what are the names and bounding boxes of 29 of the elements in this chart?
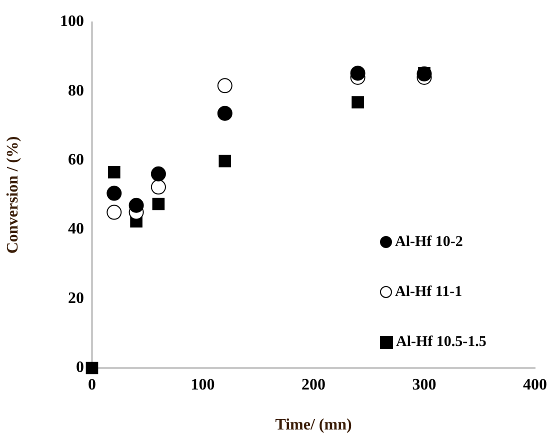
y-tick-label: 100	[60, 13, 84, 30]
x-axis-title: Time/ (mn)	[275, 416, 352, 434]
y-tick-label: 40	[68, 220, 84, 238]
legend-label: Al-Hf 10-2	[395, 234, 463, 250]
point	[150, 180, 166, 195]
point	[150, 166, 166, 182]
point	[128, 198, 144, 213]
y-tick-label: 80	[68, 82, 84, 100]
point	[106, 204, 122, 220]
point	[106, 186, 122, 201]
point	[218, 154, 232, 168]
legend-label: Al-Hf 10.5-1.5	[396, 334, 486, 350]
x-tick-label: 100	[190, 376, 215, 394]
point	[352, 96, 364, 108]
point	[152, 198, 165, 210]
point	[108, 166, 120, 178]
x-tick-label: 400	[523, 376, 547, 394]
x-tick-label: 300	[412, 376, 436, 394]
point	[217, 106, 232, 121]
y-tick-label: 0	[76, 359, 84, 376]
point	[86, 362, 98, 374]
legend-label: Al-Hf 11-1	[395, 284, 462, 300]
y-tick-label: 20	[68, 290, 84, 307]
x-tick-label: 0	[88, 376, 96, 394]
point	[217, 78, 232, 94]
y-axis-title: Conversion / (%)	[4, 136, 22, 254]
y-tick-label: 60	[68, 152, 84, 169]
point	[350, 66, 366, 81]
x-tick-label: 200	[302, 376, 326, 394]
